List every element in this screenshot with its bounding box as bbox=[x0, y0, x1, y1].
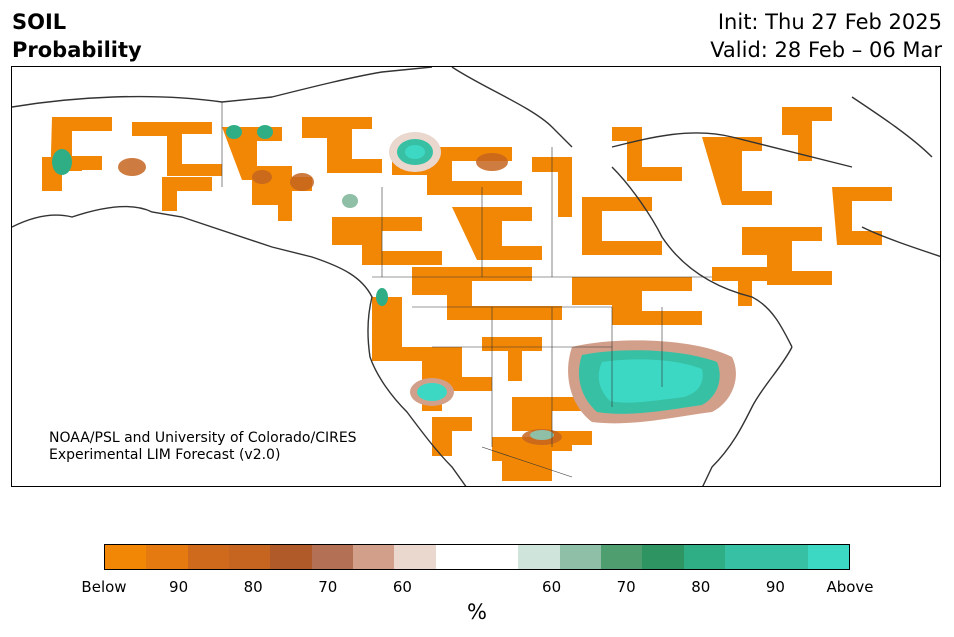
political-borders bbox=[221, 102, 712, 478]
colorbar-segment bbox=[600, 545, 643, 569]
colorbar-segment bbox=[807, 545, 849, 569]
map-canvas bbox=[12, 67, 940, 486]
colorbar-segment bbox=[394, 545, 436, 569]
probability-colorbar bbox=[104, 544, 850, 570]
colorbar-segment bbox=[476, 545, 519, 569]
colorbar-tick-label: 60 bbox=[392, 578, 412, 596]
credit-line-1: NOAA/PSL and University of Colorado/CIRE… bbox=[49, 430, 357, 446]
colorbar-tick-label: 70 bbox=[616, 578, 636, 596]
colorbar-segment bbox=[311, 545, 353, 569]
colorbar-segment bbox=[187, 545, 229, 569]
colorbar-segment bbox=[105, 545, 147, 569]
colorbar-tick-label: 70 bbox=[318, 578, 338, 596]
colorbar-segment bbox=[642, 545, 684, 569]
colorbar-tick-label: 90 bbox=[169, 578, 189, 596]
forecast-dates: Init: Thu 27 Feb 2025 Valid: 28 Feb – 06… bbox=[710, 8, 942, 64]
colorbar-segment bbox=[435, 545, 477, 569]
colorbar-segment bbox=[228, 545, 271, 569]
map-title: SOIL Probability bbox=[12, 8, 142, 64]
colorbar-segment bbox=[559, 545, 601, 569]
coastlines bbox=[12, 67, 940, 486]
colorbar-segment bbox=[766, 545, 808, 569]
below-normal-regions bbox=[42, 107, 892, 481]
colorbar-unit: % bbox=[467, 600, 487, 624]
colorbar-tick-label: 90 bbox=[765, 578, 785, 596]
colorbar-tick-label: 80 bbox=[691, 578, 711, 596]
colorbar-segment bbox=[352, 545, 395, 569]
colorbar-tick-label: Above bbox=[826, 578, 874, 596]
credit-text: NOAA/PSL and University of Colorado/CIRE… bbox=[49, 430, 357, 464]
colorbar-tick-label: Below bbox=[81, 578, 127, 596]
colorbar-tick-label: 80 bbox=[243, 578, 263, 596]
product-label: Probability bbox=[12, 38, 142, 62]
colorbar-segment bbox=[270, 545, 312, 569]
forecast-map bbox=[11, 66, 941, 487]
above-normal-regions bbox=[52, 125, 736, 440]
credit-line-2: Experimental LIM Forecast (v2.0) bbox=[49, 447, 281, 463]
valid-dates: Valid: 28 Feb – 06 Mar bbox=[710, 38, 942, 62]
colorbar-segment bbox=[146, 545, 188, 569]
colorbar-segment bbox=[518, 545, 560, 569]
below-strong-regions bbox=[118, 153, 562, 445]
colorbar-tick-label: 60 bbox=[542, 578, 562, 596]
init-date: Init: Thu 27 Feb 2025 bbox=[717, 10, 942, 34]
colorbar-segment bbox=[724, 545, 767, 569]
colorbar-segment bbox=[683, 545, 725, 569]
variable-label: SOIL bbox=[12, 10, 67, 34]
